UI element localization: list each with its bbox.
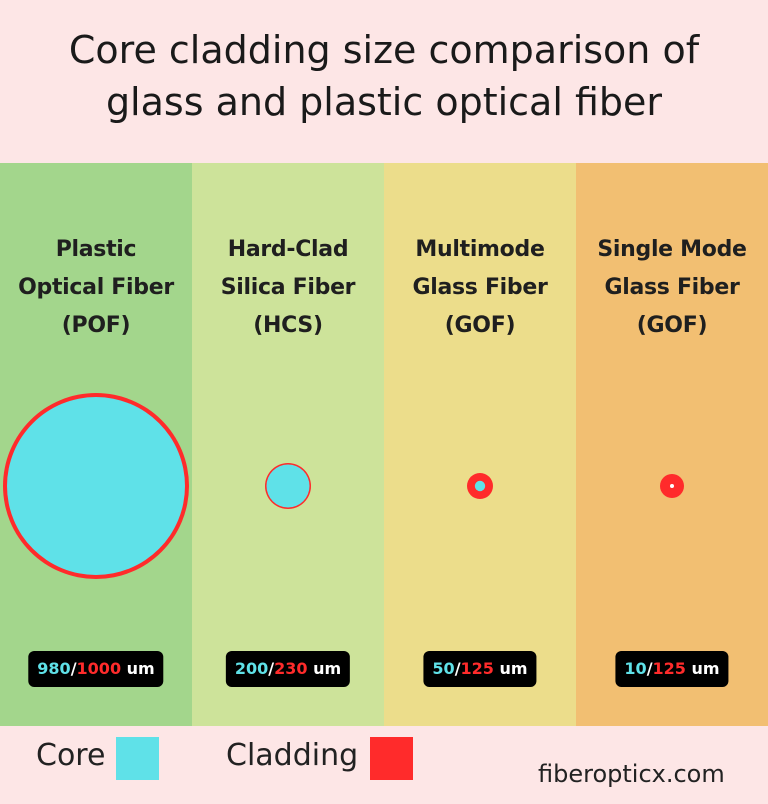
core-size: 980 [37, 659, 71, 678]
legend-cladding-label: Cladding [226, 738, 359, 773]
core-size: 200 [234, 659, 269, 678]
column-title: Plastic Optical Fiber (POF) [0, 231, 192, 345]
size-separator: / [268, 659, 275, 678]
size-unit: um [121, 659, 155, 678]
core-size: 50 [432, 659, 455, 678]
column-title-line: (GOF) [636, 313, 708, 338]
cladding-size: 230 [274, 659, 308, 678]
column-title: Multimode Glass Fiber (GOF) [384, 231, 576, 345]
core-circle [266, 464, 310, 508]
size-badge: 10/125 um [615, 651, 729, 687]
column-title-line: Glass Fiber [604, 275, 740, 300]
column-title-line: Multimode [415, 237, 545, 262]
column-title-line: Hard-Clad [227, 237, 349, 262]
cladding-size: 1000 [76, 659, 122, 678]
column-title-line: (GOF) [444, 313, 516, 338]
column-title-line: Glass Fiber [412, 275, 548, 300]
size-unit: um [307, 659, 342, 678]
column-title: Hard-Clad Silica Fiber (HCS) [192, 231, 384, 345]
column-title-line: Optical Fiber [18, 275, 174, 300]
cladding-size: 125 [460, 659, 494, 678]
core-circle [474, 480, 486, 492]
size-separator: / [70, 659, 77, 678]
diagram-title: Core cladding size comparison of glass a… [0, 24, 768, 128]
title-line-2: glass and plastic optical fiber [105, 80, 663, 124]
fiber-cross-section [3, 393, 189, 579]
core-size: 10 [624, 659, 647, 678]
size-separator: / [454, 659, 461, 678]
fiber-columns: Plastic Optical Fiber (POF) 980/1000 um … [0, 163, 768, 726]
cladding-size: 125 [652, 659, 686, 678]
core-circle [7, 397, 185, 575]
column-title-line: Plastic [55, 237, 137, 262]
site-credit: fiberopticx.com [538, 760, 725, 788]
column-pof: Plastic Optical Fiber (POF) 980/1000 um [0, 163, 192, 726]
legend-core-label: Core [36, 738, 106, 773]
column-title-line: Single Mode [597, 237, 747, 262]
size-badge: 980/1000 um [28, 651, 164, 687]
column-title: Single Mode Glass Fiber (GOF) [576, 231, 768, 345]
column-title-line: Silica Fiber [220, 275, 356, 300]
fiber-cross-section [467, 473, 493, 499]
size-unit: um [685, 659, 720, 678]
size-unit: um [493, 659, 528, 678]
legend-cladding-swatch [370, 737, 413, 780]
fiber-cross-section [660, 474, 684, 498]
column-multimode-gof: Multimode Glass Fiber (GOF) 50/125 um [384, 163, 576, 726]
column-title-line: (HCS) [253, 313, 323, 338]
column-title-line: (POF) [61, 313, 131, 338]
size-separator: / [646, 659, 653, 678]
size-badge: 50/125 um [423, 651, 537, 687]
fiber-cross-section [265, 463, 311, 509]
size-badge: 200/230 um [225, 651, 351, 687]
column-singlemode-gof: Single Mode Glass Fiber (GOF) 10/125 um [576, 163, 768, 726]
core-circle [670, 484, 674, 488]
column-hcs: Hard-Clad Silica Fiber (HCS) 200/230 um [192, 163, 384, 726]
title-line-1: Core cladding size comparison of [68, 28, 700, 72]
legend-core-swatch [116, 737, 159, 780]
